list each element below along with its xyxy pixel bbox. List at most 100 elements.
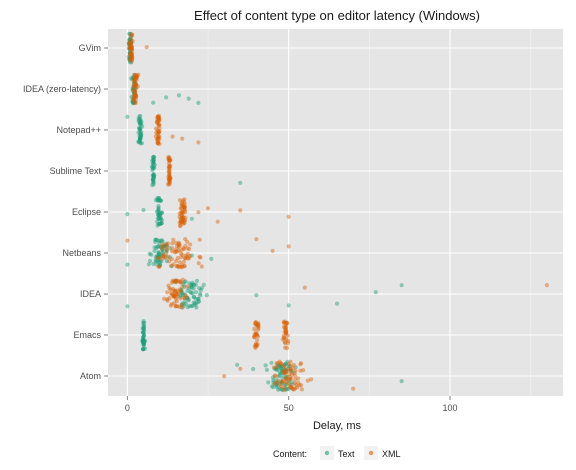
data-point (275, 383, 280, 388)
data-point (156, 212, 161, 217)
data-point (141, 323, 147, 329)
data-point (173, 247, 178, 252)
data-point (179, 265, 185, 270)
data-point (179, 290, 184, 295)
data-point (171, 262, 176, 267)
data-point (158, 211, 163, 216)
data-point (273, 374, 278, 379)
data-point (167, 245, 172, 250)
data-point (134, 76, 139, 81)
data-point (251, 366, 256, 372)
data-point (281, 333, 286, 338)
data-point (156, 123, 161, 128)
data-point (190, 303, 195, 308)
data-point (215, 219, 220, 224)
data-point (167, 170, 172, 175)
data-point (131, 83, 136, 89)
data-point (155, 136, 161, 141)
data-point (186, 297, 191, 302)
data-point (128, 43, 133, 48)
data-point (131, 75, 136, 80)
data-point (137, 137, 142, 142)
data-point (253, 320, 258, 325)
data-point (130, 54, 135, 60)
data-point (127, 37, 132, 42)
data-point (158, 216, 163, 221)
data-point (277, 359, 282, 364)
data-point (142, 339, 147, 344)
data-point (274, 365, 279, 370)
data-point (131, 100, 136, 105)
data-point (298, 383, 304, 388)
data-point (150, 161, 155, 167)
data-point (156, 264, 161, 269)
data-point (155, 197, 160, 202)
data-point (136, 139, 141, 144)
data-point (284, 320, 289, 325)
data-point (132, 75, 138, 80)
data-point (274, 367, 279, 372)
data-point (141, 338, 146, 343)
data-point (141, 320, 146, 326)
data-point (289, 376, 294, 381)
data-point (138, 136, 143, 141)
data-point (276, 387, 281, 392)
data-point (172, 288, 177, 293)
data-point (157, 129, 162, 134)
data-point (167, 175, 172, 180)
data-point (131, 87, 136, 92)
data-point (277, 370, 282, 375)
data-point (127, 58, 132, 63)
data-point (138, 135, 143, 140)
data-point (142, 325, 147, 330)
data-point (143, 338, 148, 343)
data-point (157, 122, 162, 127)
data-point (182, 205, 187, 210)
data-point (154, 255, 160, 260)
data-point (180, 284, 185, 289)
data-point (154, 259, 159, 264)
data-point (282, 362, 288, 367)
data-point (299, 387, 304, 392)
data-point (281, 369, 286, 374)
data-point (180, 214, 185, 219)
data-point (142, 339, 147, 344)
data-point (185, 284, 190, 289)
data-point (155, 128, 160, 133)
data-point (286, 363, 291, 369)
data-point (189, 216, 194, 221)
data-point (134, 78, 139, 83)
data-point (274, 367, 279, 372)
data-point (298, 362, 303, 367)
data-point (138, 126, 143, 131)
data-point (132, 76, 137, 81)
data-point (147, 251, 152, 256)
data-point (290, 380, 295, 385)
data-point (174, 264, 179, 269)
data-point (296, 376, 301, 381)
data-point (191, 300, 196, 305)
data-point (166, 154, 171, 160)
data-point (295, 385, 300, 390)
data-point (157, 260, 162, 265)
data-point (156, 250, 161, 255)
data-point (282, 385, 287, 390)
data-point (254, 343, 259, 348)
data-point (168, 163, 173, 168)
data-point (151, 172, 156, 177)
data-point (182, 284, 187, 289)
data-point (181, 218, 186, 223)
data-point (131, 96, 136, 102)
data-point (127, 56, 133, 62)
data-point (151, 177, 156, 183)
data-point (180, 253, 185, 258)
data-point (182, 295, 187, 301)
data-point (132, 90, 137, 95)
data-point (271, 385, 276, 390)
data-point (125, 212, 130, 217)
data-point (166, 182, 171, 187)
data-point (129, 50, 135, 55)
data-point (156, 207, 161, 212)
data-point (141, 337, 146, 342)
data-point (235, 362, 240, 367)
